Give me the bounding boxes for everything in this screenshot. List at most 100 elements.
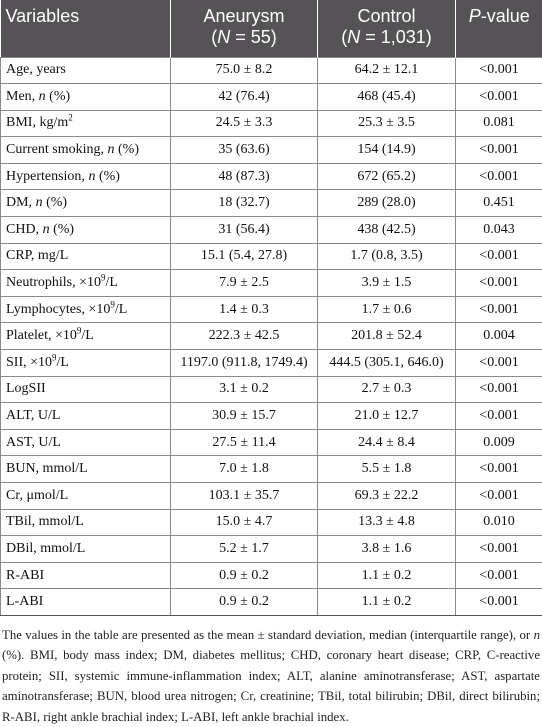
- row-aneurysm-cell: 5.2 ± 1.7: [171, 536, 318, 563]
- row-variable-cell: ALT, U/L: [1, 403, 171, 430]
- row-control-cell: 3.9 ± 1.5: [318, 270, 456, 297]
- row-p-value-cell: 0.004: [456, 323, 542, 350]
- row-control-cell: 1.7 (0.8, 3.5): [318, 243, 456, 270]
- row-p-value-cell: <0.001: [456, 270, 542, 297]
- row-control-cell: 444.5 (305.1, 646.0): [318, 350, 456, 377]
- row-control-cell: 468 (45.4): [318, 84, 456, 111]
- row-variable-cell: Platelet, ×109/L: [1, 323, 171, 350]
- header-aneurysm: Aneurysm (N = 55): [171, 0, 318, 57]
- row-p-value-cell: <0.001: [456, 403, 542, 430]
- row-p-value-cell: 0.081: [456, 110, 542, 137]
- row-variable-cell: R-ABI: [1, 562, 171, 589]
- row-control-cell: 154 (14.9): [318, 137, 456, 164]
- row-aneurysm-cell: 7.9 ± 2.5: [171, 270, 318, 297]
- row-control-cell: 1.1 ± 0.2: [318, 589, 456, 616]
- row-variable-cell: Hypertension, n (%): [1, 163, 171, 190]
- row-p-value-cell: <0.001: [456, 163, 542, 190]
- table-row: DM, n (%)18 (32.7)289 (28.0)0.451: [1, 190, 542, 217]
- row-aneurysm-cell: 1.4 ± 0.3: [171, 296, 318, 323]
- row-variable-cell: Lymphocytes, ×109/L: [1, 296, 171, 323]
- row-variable-cell: Men, n (%): [1, 84, 171, 111]
- row-aneurysm-cell: 15.1 (5.4, 27.8): [171, 243, 318, 270]
- row-aneurysm-cell: 27.5 ± 11.4: [171, 429, 318, 456]
- row-variable-cell: CHD, n (%): [1, 217, 171, 244]
- row-aneurysm-cell: 103.1 ± 35.7: [171, 483, 318, 510]
- row-variable-cell: Cr, μmol/L: [1, 483, 171, 510]
- row-p-value-cell: <0.001: [456, 456, 542, 483]
- row-aneurysm-cell: 3.1 ± 0.2: [171, 376, 318, 403]
- row-control-cell: 1.7 ± 0.6: [318, 296, 456, 323]
- table-row: Current smoking, n (%)35 (63.6)154 (14.9…: [1, 137, 542, 164]
- row-control-cell: 438 (42.5): [318, 217, 456, 244]
- row-control-cell: 64.2 ± 12.1: [318, 57, 456, 84]
- row-control-cell: 21.0 ± 12.7: [318, 403, 456, 430]
- row-variable-cell: BUN, mmol/L: [1, 456, 171, 483]
- row-aneurysm-cell: 15.0 ± 4.7: [171, 509, 318, 536]
- row-control-cell: 13.3 ± 4.8: [318, 509, 456, 536]
- row-aneurysm-cell: 31 (56.4): [171, 217, 318, 244]
- table-footnote: The values in the table are presented as…: [0, 616, 542, 727]
- row-variable-cell: AST, U/L: [1, 429, 171, 456]
- row-variable-cell: DBil, mmol/L: [1, 536, 171, 563]
- table-header-row: Variables Aneurysm (N = 55) Control (N =…: [1, 0, 542, 57]
- data-table: Variables Aneurysm (N = 55) Control (N =…: [0, 0, 542, 616]
- row-p-value-cell: <0.001: [456, 483, 542, 510]
- row-p-value-cell: <0.001: [456, 562, 542, 589]
- row-p-value-cell: <0.001: [456, 243, 542, 270]
- row-variable-cell: LogSII: [1, 376, 171, 403]
- row-aneurysm-cell: 1197.0 (911.8, 1749.4): [171, 350, 318, 377]
- table-row: CHD, n (%)31 (56.4)438 (42.5)0.043: [1, 217, 542, 244]
- row-p-value-cell: <0.001: [456, 84, 542, 111]
- row-aneurysm-cell: 42 (76.4): [171, 84, 318, 111]
- header-p-value: P-value: [456, 0, 542, 57]
- row-control-cell: 3.8 ± 1.6: [318, 536, 456, 563]
- row-p-value-cell: <0.001: [456, 137, 542, 164]
- header-control: Control (N = 1,031): [318, 0, 456, 57]
- row-control-cell: 289 (28.0): [318, 190, 456, 217]
- row-variable-cell: BMI, kg/m2: [1, 110, 171, 137]
- row-aneurysm-cell: 48 (87.3): [171, 163, 318, 190]
- table-row: Hypertension, n (%)48 (87.3)672 (65.2)<0…: [1, 163, 542, 190]
- row-variable-cell: Neutrophils, ×109/L: [1, 270, 171, 297]
- row-variable-cell: SII, ×109/L: [1, 350, 171, 377]
- row-control-cell: 672 (65.2): [318, 163, 456, 190]
- row-control-cell: 2.7 ± 0.3: [318, 376, 456, 403]
- row-p-value-cell: 0.043: [456, 217, 542, 244]
- row-p-value-cell: 0.451: [456, 190, 542, 217]
- header-variables: Variables: [1, 0, 171, 57]
- row-variable-cell: DM, n (%): [1, 190, 171, 217]
- row-aneurysm-cell: 18 (32.7): [171, 190, 318, 217]
- row-control-cell: 1.1 ± 0.2: [318, 562, 456, 589]
- row-variable-cell: Current smoking, n (%): [1, 137, 171, 164]
- row-p-value-cell: <0.001: [456, 57, 542, 84]
- row-aneurysm-cell: 24.5 ± 3.3: [171, 110, 318, 137]
- row-p-value-cell: <0.001: [456, 536, 542, 563]
- table-row: Men, n (%)42 (76.4)468 (45.4)<0.001: [1, 84, 542, 111]
- row-control-cell: 69.3 ± 22.2: [318, 483, 456, 510]
- row-variable-cell: CRP, mg/L: [1, 243, 171, 270]
- row-control-cell: 24.4 ± 8.4: [318, 429, 456, 456]
- row-p-value-cell: 0.010: [456, 509, 542, 536]
- row-control-cell: 5.5 ± 1.8: [318, 456, 456, 483]
- row-aneurysm-cell: 0.9 ± 0.2: [171, 562, 318, 589]
- row-p-value-cell: <0.001: [456, 376, 542, 403]
- row-p-value-cell: <0.001: [456, 589, 542, 616]
- row-aneurysm-cell: 0.9 ± 0.2: [171, 589, 318, 616]
- row-variable-cell: TBil, mmol/L: [1, 509, 171, 536]
- row-aneurysm-cell: 30.9 ± 15.7: [171, 403, 318, 430]
